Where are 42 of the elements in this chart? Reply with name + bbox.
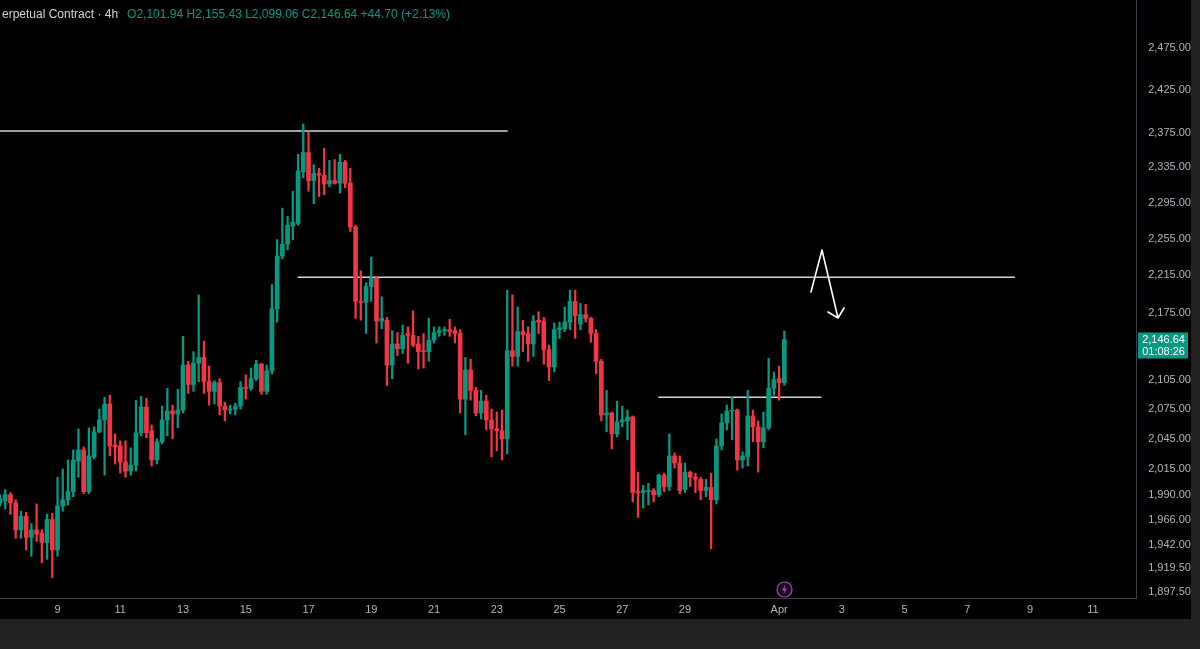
x-tick-label: 27 [616,602,629,615]
x-tick-label: 11 [114,602,126,615]
candlestick [327,160,332,188]
x-tick-label: 25 [553,602,566,615]
x-tick-label: 23 [490,602,503,615]
y-tick-label: 1,942.00 [1148,537,1191,550]
y-tick-label: 2,295.00 [1148,195,1191,208]
x-tick-label: 21 [427,602,441,615]
y-tick-label: 1,897.50 [1148,585,1191,598]
y-tick-label: 2,475.00 [1148,41,1191,54]
candlestick [395,332,400,356]
x-tick-label: 11 [1087,602,1099,615]
y-tick-label: 2,425.00 [1148,83,1191,96]
text: O2,101.94 H2,155.43 L2,099.06 C2,146.64 +44.70 (+2.13%) [127,7,450,21]
x-tick-label: 13 [176,602,190,615]
x-tick-label: 29 [678,602,692,615]
y-tick-label: 2,105.00 [1148,372,1191,385]
y-tick-label: 2,045.00 [1148,431,1191,444]
y-tick-label: 2,015.00 [1148,462,1191,475]
y-tick-label: 1,966.00 [1148,512,1191,525]
x-tick-label: 19 [365,602,378,615]
x-tick-label: 3 [838,602,845,615]
text: 2,146.64 [1142,332,1185,345]
y-tick-label: 2,335.00 [1148,160,1191,173]
candlestick [510,294,515,367]
x-tick-label: 5 [901,602,908,615]
x-tick-label: Apr [770,602,789,615]
y-tick-label: 1,919.50 [1148,561,1191,574]
y-tick-label: 2,075.00 [1148,402,1191,415]
y-tick-label: 2,375.00 [1148,125,1191,138]
y-tick-label: 2,175.00 [1148,305,1191,318]
x-tick-label: 15 [239,602,252,615]
text: erpetual Contract · 4h [2,7,119,21]
x-tick-label: 9 [1027,602,1034,615]
text: 01:08:26 [1142,344,1185,357]
y-tick-label: 2,255.00 [1148,231,1191,244]
y-tick-label: 1,990.00 [1148,487,1191,500]
x-tick-label: 17 [302,602,315,615]
x-tick-label: 7 [964,602,971,615]
y-tick-label: 2,215.00 [1148,268,1191,281]
candlestick [29,523,34,557]
x-tick-label: 9 [54,602,61,615]
